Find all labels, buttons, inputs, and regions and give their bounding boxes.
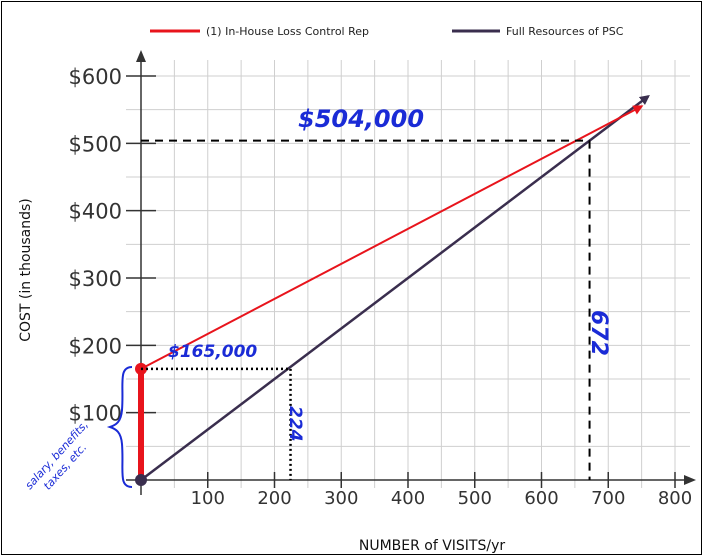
fixed-cost-label: $165,000 xyxy=(168,342,257,362)
x-tick-label: 100 xyxy=(191,488,225,509)
bracket-note: salary, benefits,taxes, etc. xyxy=(23,418,102,501)
legend-label-psc: Full Resources of PSC xyxy=(506,25,624,38)
fixed-cost-visits-label: 224 xyxy=(285,406,305,442)
y-tick-label: $400 xyxy=(69,200,122,224)
series-lines xyxy=(135,95,650,486)
legend: (1) In-House Loss Control Rep Full Resou… xyxy=(150,25,624,38)
x-tick-label: 200 xyxy=(257,488,291,509)
y-tick-label: $500 xyxy=(69,132,122,156)
bracket-brace xyxy=(106,366,133,488)
x-axis-arrow xyxy=(684,475,696,485)
legend-label-in-house: (1) In-House Loss Control Rep xyxy=(206,25,369,38)
y-tick-label: $100 xyxy=(69,402,122,426)
y-tick-label: $200 xyxy=(69,334,122,358)
x-tick-label: 600 xyxy=(524,488,558,509)
y-tick-label: $300 xyxy=(69,267,122,291)
x-tick-label: 500 xyxy=(458,488,492,509)
psc-start-point xyxy=(135,474,147,486)
tick-labels: $100 $200 $300 $400 $500 $600 100 200 300 400 500 6… xyxy=(69,65,693,509)
y-axis-title: COST (in thousands) xyxy=(18,198,34,342)
intersection-visits-label: 672 xyxy=(586,310,611,356)
intersection-cost-label: $504,000 xyxy=(298,105,424,133)
series-in-house-line xyxy=(140,105,644,370)
x-tick-label: 400 xyxy=(391,488,425,509)
y-tick-label: $600 xyxy=(69,65,122,89)
y-axis-arrow xyxy=(136,50,146,62)
x-axis-title: NUMBER of VISITS/yr xyxy=(359,538,506,554)
x-tick-label: 300 xyxy=(324,488,358,509)
x-tick-label: 700 xyxy=(591,488,625,509)
grid-lines xyxy=(126,60,690,488)
annotations: $504,000 672 $165,000 224 salary, benefits,t… xyxy=(23,105,611,501)
x-tick-label: 800 xyxy=(658,488,692,509)
series-psc-line xyxy=(140,95,650,481)
